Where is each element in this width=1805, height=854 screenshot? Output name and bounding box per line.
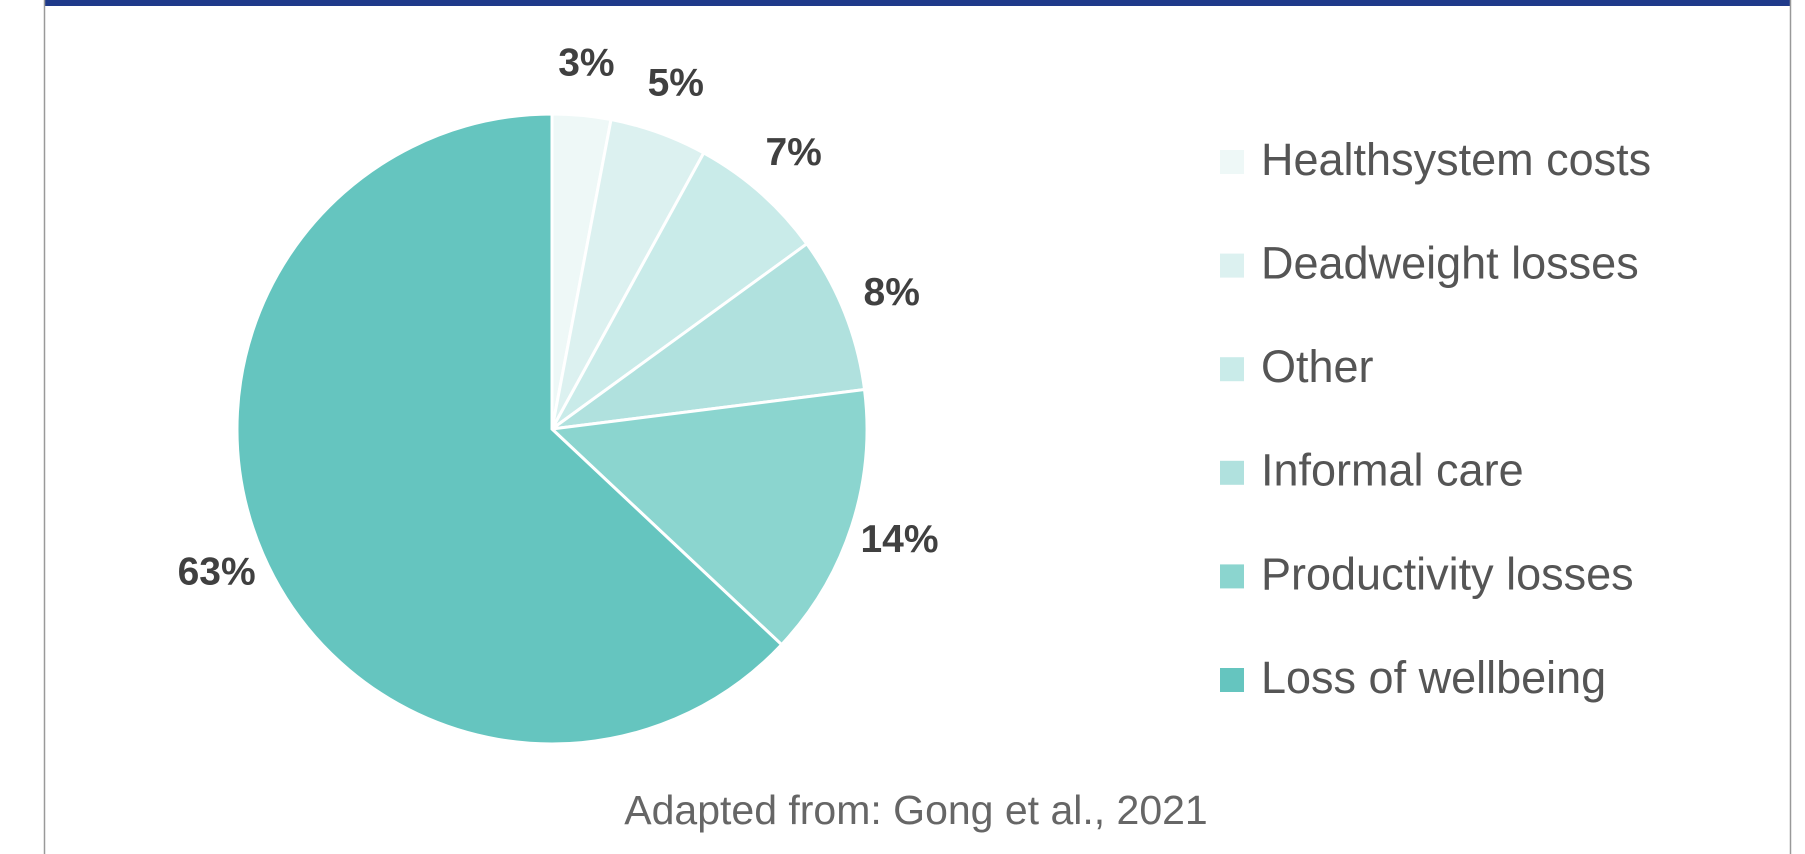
legend-swatch [1220,460,1244,485]
pie-slice [235,112,784,746]
header-bar [44,0,1791,6]
legend-swatch [1220,253,1244,278]
legend-swatch [1220,357,1244,382]
legend-label: Other [1261,341,1374,392]
data-label: 3% [558,42,614,85]
data-label: 7% [765,131,821,174]
legend-swatch [1220,668,1244,692]
data-label: 14% [860,518,938,561]
legend: Healthsystem costs Deadweight losses Other… [1220,134,1651,703]
data-label: 5% [648,61,704,104]
pie-slice [548,387,869,647]
legend-swatch [1220,150,1244,174]
source-note: Adapted from: Gong et al., 2021 [624,787,1208,833]
pie-slice [551,241,867,431]
pie-slice [550,150,809,431]
data-label: 63% [178,550,256,593]
legend-label: Deadweight losses [1261,237,1639,288]
legend-label: Healthsystem costs [1261,134,1651,185]
legend-label: Informal care [1261,445,1524,496]
legend-label: Productivity losses [1261,548,1634,599]
data-label: 8% [864,271,920,314]
data-labels: 3% 5% 7% 8% 14% 63% [178,42,939,594]
pie [235,112,869,746]
legend-swatch [1220,564,1244,589]
legend-label: Loss of wellbeing [1261,652,1606,703]
